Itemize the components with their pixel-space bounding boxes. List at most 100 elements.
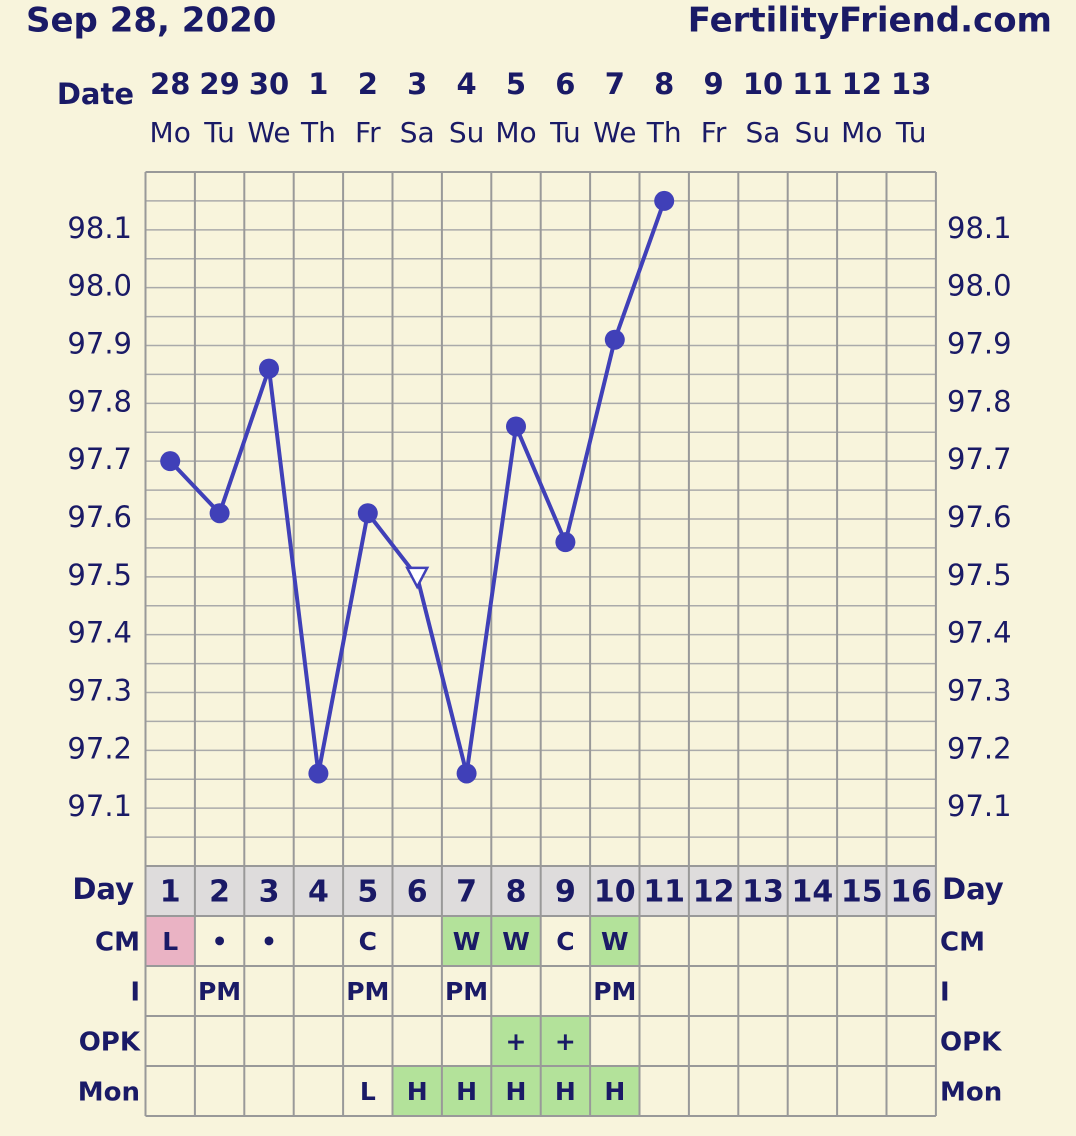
y-tick-label-right: 97.8	[947, 384, 1012, 418]
cell-highlight	[491, 1066, 541, 1116]
site-name: FertilityFriend.com	[688, 1, 1052, 41]
weekday-label: Su	[795, 116, 831, 149]
marker	[259, 358, 279, 379]
day-number: 1	[160, 875, 181, 910]
cell-text: C	[359, 927, 377, 956]
marker	[308, 763, 329, 784]
cell-text: PM	[198, 977, 241, 1006]
marker	[506, 416, 526, 437]
marker	[654, 190, 675, 211]
day-number: 8	[506, 875, 527, 910]
weekday-label: Tu	[549, 116, 581, 149]
weekday-label: Sa	[746, 116, 781, 149]
y-tick-label: 97.5	[67, 558, 132, 592]
weekday-label: Tu	[895, 116, 927, 149]
day-number: 10	[594, 875, 636, 910]
y-tick-label-right: 97.6	[947, 500, 1012, 534]
y-tick-label-right: 97.9	[947, 327, 1012, 361]
date-label: 2	[358, 67, 378, 101]
y-tick-label: 97.1	[67, 789, 132, 823]
cell-text: •	[212, 927, 228, 956]
weekday-label: Fr	[701, 116, 727, 149]
cell-highlight	[540, 1016, 591, 1066]
cell-text: L	[162, 927, 178, 956]
day-number: 12	[693, 875, 735, 910]
day-label-right: Day	[942, 872, 1004, 906]
date-label: 29	[199, 67, 239, 101]
row-label: OPK	[79, 1028, 141, 1058]
cell-text: PM	[346, 977, 389, 1006]
marker	[456, 763, 477, 784]
day-number: 7	[456, 875, 477, 910]
y-tick-label: 97.3	[67, 674, 132, 708]
cell-highlight	[491, 1016, 541, 1066]
cell-text: PM	[445, 977, 488, 1006]
day-number: 2	[209, 875, 230, 910]
cell-highlight	[540, 1066, 591, 1116]
day-label: Day	[72, 872, 134, 906]
row-label: I	[130, 978, 140, 1008]
day-number: 3	[259, 875, 280, 910]
cell-highlight	[441, 916, 492, 966]
marker	[209, 503, 230, 524]
row-label: Mon	[78, 1078, 140, 1108]
cell-text: C	[556, 927, 574, 956]
row-label: CM	[95, 928, 140, 958]
cell-text: H	[555, 1077, 576, 1106]
marker	[555, 532, 576, 553]
cell-highlight	[392, 1066, 442, 1116]
row-label-right: I	[940, 978, 950, 1008]
date-label: 3	[407, 67, 427, 101]
date-label: 12	[842, 67, 882, 101]
cell-text: W	[502, 927, 530, 956]
day-number: 9	[555, 875, 576, 910]
row-label-right: Mon	[940, 1078, 1002, 1108]
marker	[604, 329, 625, 350]
y-tick-label-right: 97.1	[947, 789, 1012, 823]
cell-highlight	[145, 916, 195, 966]
y-tick-label: 97.9	[67, 327, 132, 361]
weekday-label: We	[247, 116, 290, 149]
marker	[357, 503, 378, 524]
y-tick-label-right: 98.1	[947, 211, 1012, 245]
cell-text: W	[601, 927, 629, 956]
weekday-label: Th	[646, 116, 682, 149]
day-number: 15	[841, 875, 883, 910]
date-label: 6	[555, 67, 575, 101]
cell-text: PM	[593, 977, 636, 1006]
weekday-label: Sa	[400, 116, 435, 149]
cell-text: W	[453, 927, 481, 956]
date-label: 5	[506, 67, 526, 101]
cell-highlight	[441, 1066, 492, 1116]
y-tick-label-right: 97.3	[947, 674, 1012, 708]
y-tick-label: 97.2	[67, 731, 132, 765]
weekday-label: Su	[449, 116, 485, 149]
y-tick-label-right: 97.5	[947, 558, 1012, 592]
y-tick-label: 97.4	[67, 616, 132, 650]
cell-text: H	[456, 1077, 477, 1106]
date-label: 10	[743, 67, 783, 101]
date-label: 1	[308, 67, 328, 101]
row-label-right: OPK	[940, 1028, 1002, 1058]
y-tick-label-right: 97.4	[947, 616, 1012, 650]
weekday-label: Mo	[150, 116, 191, 149]
y-tick-label: 97.7	[67, 442, 132, 476]
cell-highlight	[590, 916, 640, 966]
cell-text: H	[604, 1077, 625, 1106]
date-label: 30	[249, 67, 289, 101]
chart-date: Sep 28, 2020	[26, 1, 276, 41]
date-label: 9	[704, 67, 724, 101]
day-number: 11	[643, 875, 685, 910]
cell-text: +	[555, 1027, 576, 1056]
weekday-label: Fr	[355, 116, 381, 149]
date-label: 13	[891, 67, 931, 101]
date-label: 7	[605, 67, 625, 101]
cell-text: H	[407, 1077, 428, 1106]
day-number: 4	[308, 875, 329, 910]
marker	[160, 451, 181, 472]
cell-text: H	[506, 1077, 527, 1106]
y-tick-label: 98.1	[67, 211, 132, 245]
date-label: 8	[654, 67, 674, 101]
weekday-label: Th	[300, 116, 336, 149]
